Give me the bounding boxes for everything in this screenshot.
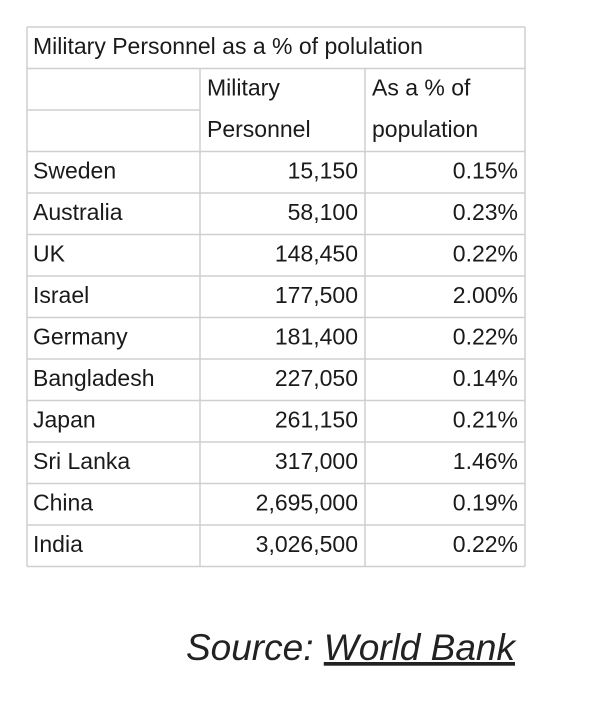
cell-value: 227,050	[275, 365, 358, 391]
cell-value: 261,150	[275, 406, 358, 432]
column-header: Military	[207, 74, 280, 100]
cell-value: 1.46%	[453, 448, 518, 474]
cell-value: 0.14%	[453, 365, 518, 391]
cell-value: 15,150	[288, 157, 358, 183]
column-header: Personnel	[207, 116, 311, 142]
row-label: Australia	[33, 199, 123, 225]
row-label: Sri Lanka	[33, 448, 130, 474]
cell-value: 3,026,500	[256, 531, 358, 557]
cell-value: 2.00%	[453, 282, 518, 308]
cell-value: 0.21%	[453, 406, 518, 432]
cell-value: 58,100	[288, 199, 358, 225]
table-title: Military Personnel as a % of polulation	[33, 33, 423, 59]
source-link[interactable]: World Bank	[324, 627, 518, 668]
cell-value: 0.23%	[453, 199, 518, 225]
cell-value: 181,400	[275, 323, 358, 349]
cell-value: 148,450	[275, 240, 358, 266]
row-label: Sweden	[33, 157, 116, 183]
cell-value: 177,500	[275, 282, 358, 308]
cell-value: 0.19%	[453, 489, 518, 515]
row-label: Germany	[33, 323, 128, 349]
cell-value: 0.22%	[453, 323, 518, 349]
row-label: Bangladesh	[33, 365, 155, 391]
cell-value: 0.22%	[453, 531, 518, 557]
column-header: population	[372, 116, 478, 142]
row-label: Japan	[33, 406, 96, 432]
source-label: Source:	[186, 627, 314, 668]
row-label: UK	[33, 240, 66, 266]
column-header: As a % of	[372, 74, 471, 100]
cell-value: 317,000	[275, 448, 358, 474]
source: Source: World Bank	[186, 627, 518, 668]
cell-value: 0.15%	[453, 157, 518, 183]
cell-value: 0.22%	[453, 240, 518, 266]
row-label: Israel	[33, 282, 89, 308]
row-label: China	[33, 489, 93, 515]
row-label: India	[33, 531, 83, 557]
cell-value: 2,695,000	[256, 489, 358, 515]
